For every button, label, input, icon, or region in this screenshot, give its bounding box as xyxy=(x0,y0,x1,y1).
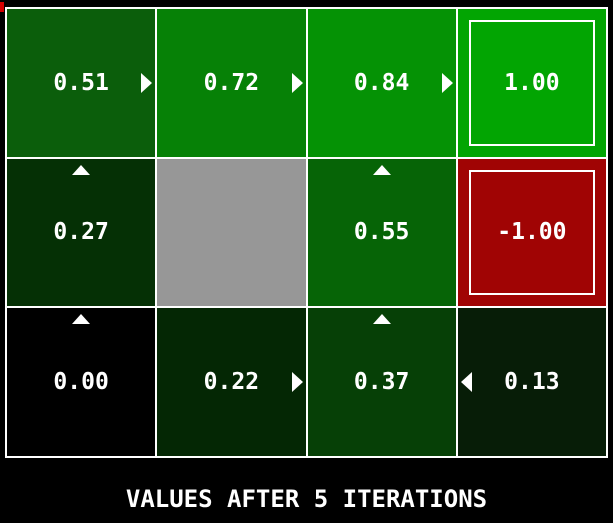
policy-arrow-right-icon xyxy=(441,72,453,93)
grid-cell-r0-c1: 0.72 xyxy=(157,9,306,157)
window-edge-artifact xyxy=(0,2,4,12)
policy-arrow-up-icon xyxy=(372,314,391,325)
cell-value: 0.00 xyxy=(53,369,109,396)
grid-cell-r0-c0: 0.51 xyxy=(7,9,156,157)
cell-value: 0.84 xyxy=(353,69,410,96)
iteration-caption: VALUES AFTER 5 ITERATIONS xyxy=(125,485,488,513)
cell-value: 0.22 xyxy=(203,369,260,396)
grid-cell-r2-c3: 0.13 xyxy=(457,308,606,456)
cell-value: 0.72 xyxy=(203,69,260,96)
grid-cell-r1-c0: 0.27 xyxy=(7,158,156,307)
cell-value: 0.55 xyxy=(353,219,410,246)
cell-value: 0.13 xyxy=(504,369,560,396)
grid-cell-r0-c3: 1.00 xyxy=(457,9,606,157)
grid-cell-r2-c2: 0.37 xyxy=(307,308,456,456)
grid-cell-r1-c3: -1.00 xyxy=(457,158,606,307)
grid-cell-r2-c0: 0.00 xyxy=(7,308,156,456)
grid-cell-r1-c2: 0.55 xyxy=(307,158,456,307)
policy-arrow-right-icon xyxy=(141,72,153,93)
cell-value: 1.00 xyxy=(504,69,560,96)
policy-arrow-right-icon xyxy=(291,372,303,393)
policy-arrow-up-icon xyxy=(72,314,91,325)
grid-cell-r2-c1: 0.22 xyxy=(157,308,306,456)
policy-arrow-up-icon xyxy=(72,164,91,175)
policy-arrow-right-icon xyxy=(291,72,303,93)
policy-arrow-left-icon xyxy=(460,372,472,393)
grid-cell-r1-c1-wall xyxy=(157,158,306,307)
cell-value: -1.00 xyxy=(497,219,567,246)
cell-value: 0.37 xyxy=(353,369,410,396)
gridworld-board: 0.51 0.72 0.84 1.00 0.27 0.55 -1.00 0.00… xyxy=(5,7,608,458)
policy-arrow-up-icon xyxy=(372,164,391,175)
cell-value: 0.27 xyxy=(53,219,109,246)
cell-value: 0.51 xyxy=(53,69,109,96)
grid-cell-r0-c2: 0.84 xyxy=(307,9,456,157)
